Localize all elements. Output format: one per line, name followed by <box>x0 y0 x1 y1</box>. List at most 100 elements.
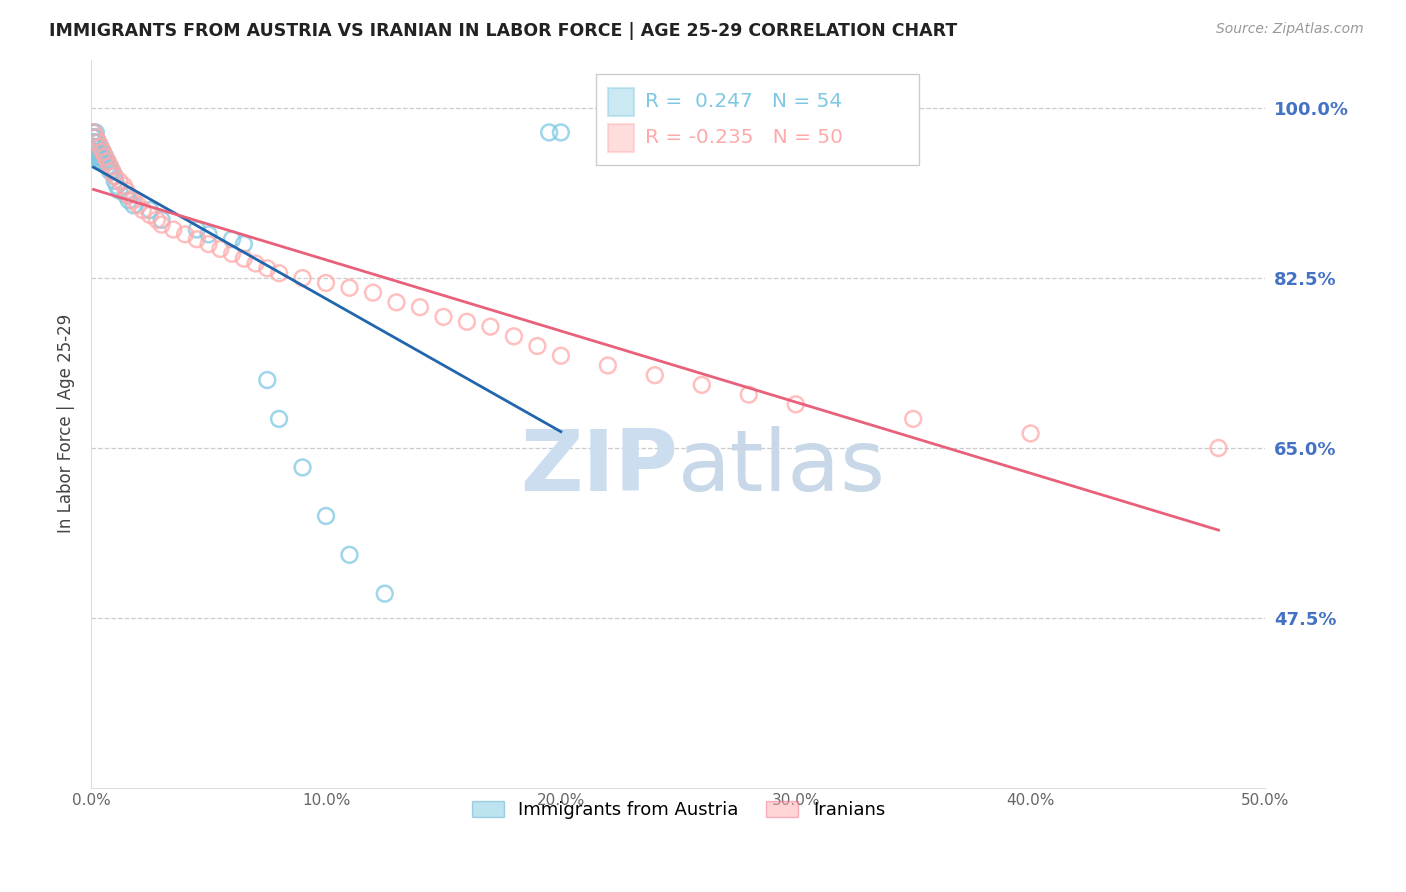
Point <box>90 140 112 154</box>
Point <box>550 125 572 139</box>
Point <box>84 125 107 139</box>
Point <box>118 188 141 202</box>
Point <box>174 227 197 242</box>
Point <box>738 387 761 401</box>
Point <box>503 329 526 343</box>
Point <box>83 130 105 145</box>
FancyBboxPatch shape <box>596 74 920 165</box>
Point <box>197 227 219 242</box>
Point <box>83 130 105 145</box>
Point <box>232 237 254 252</box>
Point <box>87 150 110 164</box>
Point <box>83 145 105 159</box>
Point <box>232 252 254 266</box>
Point <box>785 397 807 411</box>
Text: IMMIGRANTS FROM AUSTRIA VS IRANIAN IN LABOR FORCE | AGE 25-29 CORRELATION CHART: IMMIGRANTS FROM AUSTRIA VS IRANIAN IN LA… <box>49 22 957 40</box>
Text: atlas: atlas <box>678 425 886 509</box>
Point <box>108 184 131 198</box>
Point <box>385 295 408 310</box>
Point <box>479 319 502 334</box>
Point <box>146 212 169 227</box>
Point <box>550 349 572 363</box>
Point <box>644 368 666 383</box>
Point <box>115 184 138 198</box>
Point <box>84 145 107 159</box>
Point <box>339 281 361 295</box>
Point <box>197 237 219 252</box>
Point <box>91 145 114 159</box>
Point <box>94 154 117 169</box>
Point <box>245 256 267 270</box>
Point <box>91 145 114 159</box>
Point <box>97 154 120 169</box>
Point <box>221 232 243 246</box>
Point <box>105 178 128 193</box>
Point <box>97 160 120 174</box>
Point <box>150 218 173 232</box>
Point <box>315 276 337 290</box>
Point <box>139 208 162 222</box>
Point <box>84 150 107 164</box>
Text: Source: ZipAtlas.com: Source: ZipAtlas.com <box>1216 22 1364 37</box>
Point <box>901 412 924 426</box>
Point <box>256 373 278 387</box>
Point <box>94 150 117 164</box>
Point <box>97 154 120 169</box>
Y-axis label: In Labor Force | Age 25-29: In Labor Force | Age 25-29 <box>58 314 75 533</box>
Point <box>101 164 124 178</box>
Point <box>101 164 124 178</box>
Point <box>91 154 114 169</box>
Point <box>98 160 121 174</box>
Point <box>150 212 173 227</box>
Point <box>83 135 105 149</box>
Text: R =  0.247   N = 54: R = 0.247 N = 54 <box>645 92 842 111</box>
Point <box>84 135 107 149</box>
Point <box>83 125 105 139</box>
Point <box>291 460 314 475</box>
Point <box>122 198 145 212</box>
Point <box>127 198 149 212</box>
Point <box>115 188 138 202</box>
Point <box>291 271 314 285</box>
Point <box>186 232 208 246</box>
Point <box>98 164 121 178</box>
Point <box>162 222 184 236</box>
Point <box>91 150 114 164</box>
Point <box>209 242 232 256</box>
Point <box>118 194 141 208</box>
Point <box>690 377 713 392</box>
Point <box>339 548 361 562</box>
Point <box>84 130 107 145</box>
Point <box>122 194 145 208</box>
Point <box>139 203 162 218</box>
Point <box>83 140 105 154</box>
Point <box>87 145 110 159</box>
Point <box>87 135 110 149</box>
Point <box>83 125 105 139</box>
Point <box>361 285 384 300</box>
Text: R = -0.235   N = 50: R = -0.235 N = 50 <box>645 128 844 147</box>
Point <box>84 140 107 154</box>
Point <box>315 508 337 523</box>
Point <box>409 300 432 314</box>
FancyBboxPatch shape <box>607 124 634 153</box>
Point <box>256 261 278 276</box>
Point <box>132 203 155 218</box>
Point <box>83 130 105 145</box>
Point <box>87 135 110 149</box>
Point <box>83 125 105 139</box>
Point <box>1208 441 1230 455</box>
Point <box>432 310 454 324</box>
Point <box>538 125 561 139</box>
Text: ZIP: ZIP <box>520 425 678 509</box>
Point <box>596 359 619 373</box>
Point <box>94 150 117 164</box>
Point <box>87 140 110 154</box>
Point <box>1019 426 1042 441</box>
Point <box>90 154 112 169</box>
Point <box>526 339 548 353</box>
Point <box>108 174 131 188</box>
Point <box>98 160 121 174</box>
Point <box>104 169 127 183</box>
Point <box>267 412 290 426</box>
